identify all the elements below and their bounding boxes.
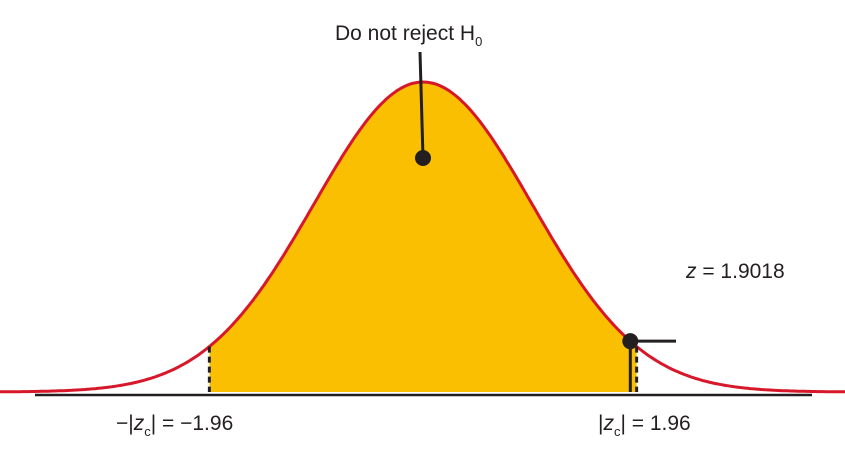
region-label: Do not reject H0 — [335, 22, 482, 49]
region-label-point — [415, 150, 431, 166]
left-critical-label: −|zc| = −1.96 — [116, 412, 233, 439]
non-rejection-region — [209, 82, 637, 392]
test-statistic-label: z = 1.9018 — [685, 260, 785, 283]
normal-curve — [0, 80, 845, 394]
right-critical-label: |zc| = 1.96 — [598, 412, 691, 439]
region-label-leader — [418, 51, 425, 159]
